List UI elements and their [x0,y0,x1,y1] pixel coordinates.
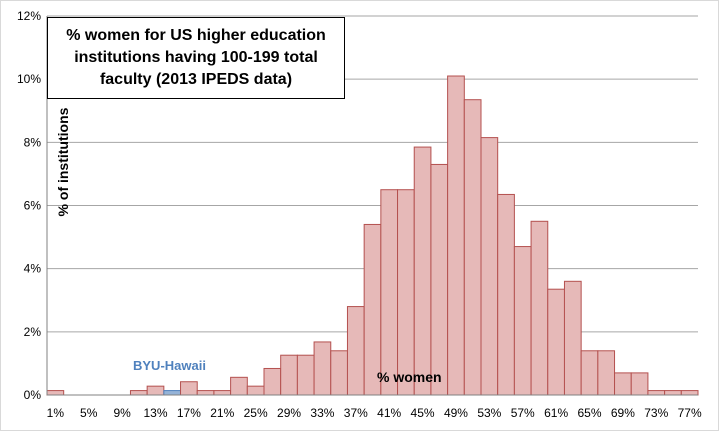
histogram-bar [430,163,449,396]
histogram-bar [463,99,482,396]
histogram-bar [680,390,699,396]
x-tick-label: 73% [644,406,668,420]
x-tick-label: 41% [377,406,401,420]
histogram-bar [246,385,265,396]
x-axis-label: % women [377,369,442,385]
x-tick-label: 69% [611,406,635,420]
histogram-bar [447,75,465,396]
histogram-bar [46,390,65,396]
y-tick-labels: 0% 2% 4% 6% 8% 10% 12% [17,9,41,402]
x-tick-label: 77% [678,406,702,420]
y-axis-label: % of institutions [53,97,73,227]
highlight-annotation: BYU-Hawaii [133,358,206,373]
x-tick-label: 49% [444,406,468,420]
histogram-bar [129,390,148,396]
chart-title: % women for US higher education institut… [47,17,345,99]
x-tick-label: 57% [511,406,535,420]
histogram-bar [146,385,165,396]
histogram-bar [397,189,415,396]
histogram-bar [196,390,215,396]
histogram-bar [563,280,582,396]
x-tick-label: 21% [210,406,234,420]
histogram-bar [230,376,248,396]
histogram-bar [313,341,332,396]
histogram-bar [330,350,348,396]
histogram-bar [413,146,432,396]
histogram-bar [380,189,399,396]
highlight-bar [163,390,182,396]
x-tick-label: 65% [577,406,601,420]
chart-title-text: % women for US higher education institut… [66,27,326,88]
histogram-bar [614,372,632,396]
y-tick-label: 2% [24,325,42,339]
histogram-bar [497,193,515,396]
x-tick-label: 1% [47,406,65,420]
x-tick-label: 53% [477,406,501,420]
x-tick-label: 17% [177,406,201,420]
histogram-bar [547,288,565,396]
histogram-bar [280,354,298,396]
x-tick-labels: 1% 5% 9% 13% 17% 21% 25% 29% 33% 37% 41% 45% 49% 53% 5… [47,406,702,420]
histogram-bar [480,137,499,396]
histogram-bar [530,220,549,396]
histogram-bar [346,306,365,396]
x-tick-label: 33% [310,406,334,420]
bars [46,75,699,396]
x-tick-label: 13% [143,406,167,420]
x-tick-label: 5% [80,406,98,420]
x-tick-label: 25% [244,406,268,420]
histogram-bar [180,381,198,396]
x-tick-label: 29% [277,406,301,420]
histogram-bar [630,372,649,396]
x-tick-label: 45% [411,406,435,420]
histogram-bar [597,350,616,396]
y-axis-label-text: % of institutions [55,107,71,217]
histogram-bar [664,390,682,396]
histogram-bar [647,390,666,396]
histogram-bar [213,390,232,396]
histogram-bar [580,350,599,396]
y-tick-label: 12% [17,9,41,23]
x-tick-label: 9% [113,406,131,420]
y-tick-label: 6% [24,199,42,213]
histogram-bar [513,246,532,396]
y-tick-label: 8% [24,135,42,149]
x-tick-label: 61% [544,406,568,420]
y-tick-label: 4% [24,262,42,276]
y-tick-label: 10% [17,72,41,86]
histogram-bar [263,367,282,396]
x-tick-label: 37% [344,406,368,420]
y-tick-label: 0% [24,388,42,402]
histogram-bar [296,354,315,396]
